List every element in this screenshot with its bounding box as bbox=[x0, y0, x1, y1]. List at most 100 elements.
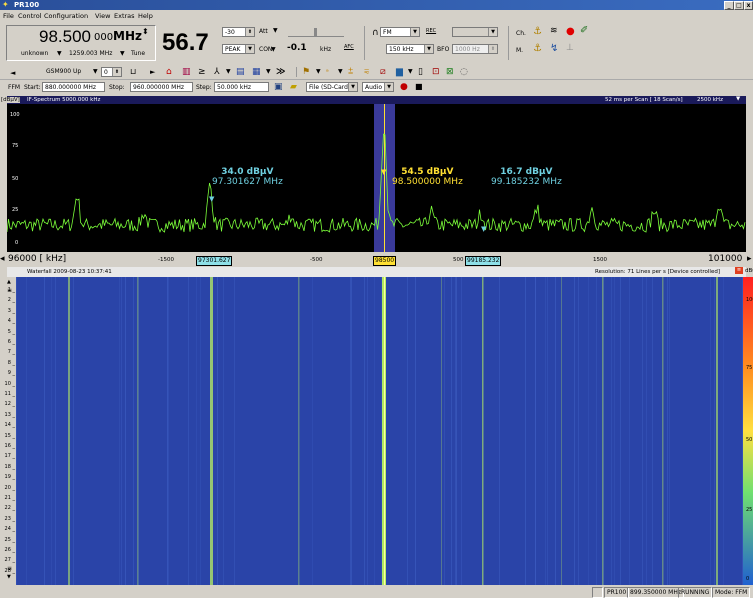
spectrum-plot[interactable]: 100 75 50 25 0 34.0 dBµV 97.301627 MHz 5… bbox=[7, 104, 746, 252]
con-arrow-icon[interactable]: ▼ bbox=[271, 46, 276, 53]
marker-delta-icon[interactable]: ⧄ bbox=[380, 67, 386, 77]
freq-updown-icon[interactable]: ⬍ bbox=[142, 27, 149, 36]
fast-forward-icon[interactable]: ≫ bbox=[276, 67, 286, 77]
stop-icon[interactable]: ■ bbox=[415, 82, 423, 91]
marker-center-arrow-icon[interactable]: ▼ bbox=[381, 168, 387, 176]
stop-field[interactable]: 960.000000 MHz bbox=[130, 82, 193, 92]
storage-arrow-icon[interactable]: ▼ bbox=[348, 83, 357, 91]
list-icon[interactable]: ▯ bbox=[418, 67, 423, 77]
detector-dropdown[interactable]: PEAK ▼ bbox=[222, 44, 255, 54]
marker-center[interactable]: 54.5 dBµV 98.500000 MHz bbox=[392, 167, 463, 187]
bfo-field[interactable]: 1000 Hz ⬍ bbox=[452, 44, 498, 54]
rec-arrow-icon[interactable]: ▼ bbox=[488, 28, 497, 36]
marker-peak-arrow-icon[interactable]: ▼ bbox=[338, 68, 343, 75]
menu-file[interactable]: File bbox=[3, 12, 14, 20]
squelch-slider-handle[interactable] bbox=[314, 28, 317, 36]
ruler-down-icon[interactable]: ▼ bbox=[7, 574, 11, 580]
rec-audio-icon[interactable]: ● bbox=[400, 82, 408, 92]
marker-next-icon[interactable]: ⩲ bbox=[348, 67, 354, 77]
frequency-main[interactable]: 98.500 bbox=[39, 27, 91, 46]
marker-right-arrow-icon[interactable]: ▼ bbox=[481, 225, 487, 233]
display-arrow-icon[interactable]: ▼ bbox=[266, 68, 271, 75]
memory-recall-icon[interactable]: ↯ bbox=[550, 43, 559, 54]
tune-button[interactable]: Tune bbox=[131, 50, 146, 57]
secondary-freq[interactable]: 1259.003 MHz bbox=[69, 50, 113, 57]
profile-arrow-icon[interactable]: ▼ bbox=[57, 50, 62, 57]
audio-arrow-icon[interactable]: ▼ bbox=[384, 83, 393, 91]
band-arrow-icon[interactable]: ▼ bbox=[93, 68, 98, 75]
menu-extras[interactable]: Extras bbox=[114, 12, 135, 20]
menu-view[interactable]: View bbox=[95, 12, 111, 20]
menu-control[interactable]: Control bbox=[18, 12, 42, 20]
memory-store-icon[interactable]: ⚓ bbox=[533, 43, 542, 54]
band-prev-icon[interactable]: ◄ bbox=[10, 69, 16, 77]
freq-tag-center[interactable]: 98500 bbox=[373, 256, 397, 266]
ruler-up-icon[interactable]: ▲ bbox=[7, 279, 11, 285]
demod-dropdown[interactable]: FM ▼ bbox=[380, 27, 420, 37]
rec-button[interactable]: REC bbox=[426, 28, 437, 34]
profile-dropdown[interactable]: unknown bbox=[21, 50, 49, 57]
bandwidth-dropdown[interactable]: 150 kHz ▼ bbox=[386, 44, 434, 54]
menu-help[interactable]: Help bbox=[138, 12, 153, 20]
play-icon[interactable]: ► bbox=[150, 68, 156, 76]
marker-arrow-icon[interactable]: ▼ bbox=[316, 68, 321, 75]
step-field[interactable]: 50.000 kHz bbox=[214, 82, 269, 92]
waterfall-display[interactable] bbox=[16, 277, 743, 585]
marker-right[interactable]: 16.7 dBµV 99.185232 MHz bbox=[491, 167, 562, 187]
headphone-icon[interactable]: ∩ bbox=[372, 28, 379, 38]
att-dropdown[interactable]: -30 ⬍ bbox=[222, 27, 255, 37]
channel-spin-icon[interactable]: ⬍ bbox=[112, 68, 121, 76]
span-dropdown[interactable]: 2500 kHz bbox=[697, 97, 723, 103]
color-arrow-icon[interactable]: ▼ bbox=[408, 68, 413, 75]
menu-configuration[interactable]: Configuration bbox=[44, 12, 89, 20]
bfo-spin-icon[interactable]: ⬍ bbox=[488, 45, 497, 53]
zoom-icon[interactable]: ⊠ bbox=[446, 67, 454, 77]
signal-icon[interactable]: ⌂ bbox=[166, 67, 172, 77]
secondary-arrow-icon[interactable]: ▼ bbox=[120, 50, 125, 57]
marker-left-arrow-icon[interactable]: ▼ bbox=[209, 195, 215, 203]
marker-left[interactable]: 34.0 dBµV 97.301627 MHz bbox=[212, 167, 283, 187]
max-hold-icon[interactable]: ⅄ bbox=[214, 67, 220, 77]
audio-dropdown[interactable]: Audio ▼ bbox=[362, 82, 394, 92]
marker-center-icon[interactable]: ⩳ bbox=[364, 67, 370, 77]
bars-icon[interactable]: ▥ bbox=[182, 67, 191, 77]
open-folder-icon[interactable]: ▰ bbox=[290, 82, 297, 92]
threshold-icon[interactable]: ≥ bbox=[198, 67, 206, 77]
stop-scan-icon[interactable]: ⊡ bbox=[432, 67, 440, 77]
record-icon[interactable]: ● bbox=[566, 26, 575, 37]
minimize-button[interactable]: _ bbox=[724, 1, 734, 10]
waterfall-menu-icon[interactable]: ≡ bbox=[735, 267, 743, 274]
freq-tag-right[interactable]: 99185.232 bbox=[465, 256, 502, 266]
trace-icon[interactable]: ▤ bbox=[236, 67, 245, 77]
rec-dropdown[interactable]: ▼ bbox=[452, 27, 498, 37]
band-dropdown[interactable]: GSM900 Up bbox=[26, 67, 94, 77]
squelch-slider[interactable] bbox=[288, 28, 344, 37]
storage-dropdown[interactable]: File (SD-Card) ▼ bbox=[306, 82, 358, 92]
bandwidth-arrow-icon[interactable]: ▼ bbox=[424, 45, 433, 53]
max-hold-arrow-icon[interactable]: ▼ bbox=[226, 68, 231, 75]
step-icon[interactable]: ⊔ bbox=[130, 67, 137, 76]
att-arrow-icon[interactable]: ▼ bbox=[273, 27, 278, 34]
memory-clear-icon[interactable]: ⊥ bbox=[566, 43, 574, 53]
marker-peak-icon[interactable]: ᵃ bbox=[326, 68, 329, 76]
ruler-stack-icon[interactable]: ≡ bbox=[7, 287, 13, 294]
channel-store-icon[interactable]: ⚓ bbox=[533, 26, 542, 37]
save-icon[interactable]: ▣ bbox=[274, 82, 283, 92]
display-icon[interactable]: ▦ bbox=[252, 67, 261, 77]
freq-tag-left[interactable]: 97301.627 bbox=[196, 256, 233, 266]
tools-icon[interactable]: ✐ bbox=[580, 25, 589, 36]
marker-icon[interactable]: ⚑ bbox=[302, 67, 311, 77]
maximize-button[interactable]: □ bbox=[734, 1, 744, 10]
channel-scan-icon[interactable]: ≋ bbox=[550, 26, 558, 36]
chat-icon[interactable]: ◌ bbox=[460, 67, 468, 77]
afc-button[interactable]: AFC bbox=[344, 44, 354, 50]
ruler-stack-down-icon[interactable]: ≡ bbox=[7, 565, 13, 572]
axis-right-arrow-icon[interactable]: ▸ bbox=[747, 254, 752, 264]
axis-left-arrow-icon[interactable]: ◂ bbox=[0, 254, 5, 264]
start-field[interactable]: 880.000000 MHz bbox=[42, 82, 105, 92]
color-icon[interactable]: ▆ bbox=[396, 67, 403, 77]
att-spin-icon[interactable]: ⬍ bbox=[245, 28, 254, 36]
demod-arrow-icon[interactable]: ▼ bbox=[410, 28, 419, 36]
close-button[interactable]: x bbox=[744, 1, 753, 10]
channel-field[interactable]: 0 ⬍ bbox=[101, 67, 122, 77]
